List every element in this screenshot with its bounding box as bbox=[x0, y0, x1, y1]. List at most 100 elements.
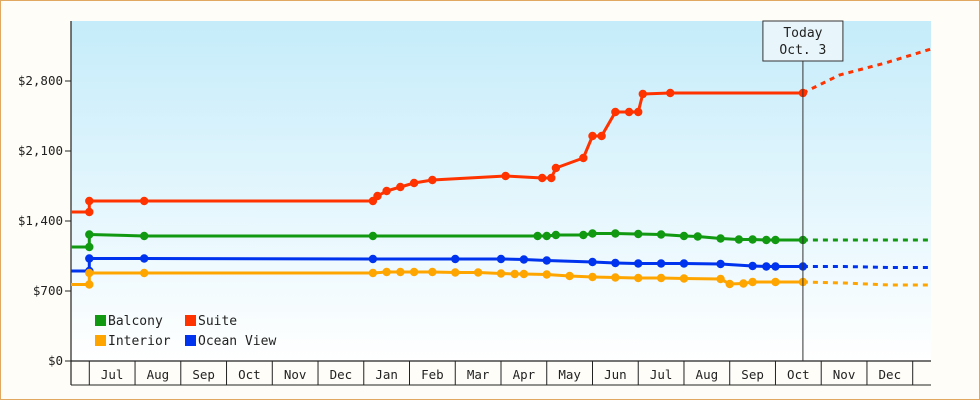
x-tick-label: Oct bbox=[787, 367, 810, 382]
data-point bbox=[588, 272, 597, 282]
data-point bbox=[85, 230, 94, 239]
legend-entry-suite: Suite bbox=[185, 314, 237, 329]
legend-entry-balcony: Balcony bbox=[95, 314, 163, 329]
data-point bbox=[85, 280, 94, 289]
series-projection-ocean-view bbox=[802, 265, 931, 269]
data-point bbox=[588, 229, 597, 238]
series-balcony bbox=[71, 229, 931, 252]
data-point bbox=[85, 207, 94, 217]
data-point bbox=[519, 255, 529, 264]
data-point bbox=[693, 232, 702, 241]
data-point bbox=[634, 229, 643, 239]
series-suite bbox=[71, 47, 932, 217]
data-point bbox=[666, 88, 675, 98]
legend-label: Suite bbox=[198, 314, 237, 329]
data-point bbox=[519, 269, 529, 279]
x-tick-label: Sep bbox=[741, 367, 764, 382]
x-tick-label: Aug bbox=[147, 367, 170, 382]
y-tick-label: $2,800 bbox=[18, 73, 63, 88]
data-point bbox=[771, 277, 780, 287]
x-tick-label: Jul bbox=[101, 367, 124, 382]
data-point bbox=[716, 274, 725, 284]
plot-area bbox=[71, 21, 931, 361]
data-point bbox=[409, 267, 419, 277]
data-point bbox=[551, 230, 561, 240]
data-point bbox=[725, 279, 734, 289]
data-point bbox=[771, 235, 780, 245]
data-point bbox=[739, 279, 748, 288]
data-point bbox=[638, 89, 648, 99]
data-point bbox=[656, 230, 666, 239]
today-label: Today bbox=[783, 26, 822, 41]
data-point bbox=[611, 229, 620, 238]
data-point bbox=[542, 270, 551, 279]
data-point bbox=[748, 261, 757, 271]
data-point bbox=[762, 262, 771, 271]
data-point bbox=[85, 268, 94, 278]
x-tick-label: Nov bbox=[284, 367, 307, 382]
data-point bbox=[368, 254, 378, 264]
data-point bbox=[634, 259, 643, 268]
x-tick-label: Dec bbox=[879, 367, 902, 382]
data-point bbox=[409, 178, 419, 188]
legend-swatch bbox=[95, 315, 106, 326]
data-point bbox=[382, 267, 391, 277]
x-tick-label: Aug bbox=[696, 367, 719, 382]
x-tick-label: May bbox=[558, 367, 581, 382]
data-point bbox=[679, 274, 689, 283]
data-point bbox=[85, 242, 94, 252]
x-tick-label: Nov bbox=[833, 367, 856, 382]
data-point bbox=[611, 107, 620, 117]
data-point bbox=[510, 269, 519, 279]
data-point bbox=[451, 254, 460, 264]
data-point bbox=[368, 231, 378, 241]
x-tick-label: Jan bbox=[375, 367, 398, 382]
data-point bbox=[496, 269, 506, 278]
x-tick-label: Sep bbox=[192, 367, 215, 382]
data-point bbox=[428, 267, 437, 277]
data-point bbox=[85, 254, 94, 263]
data-point bbox=[428, 175, 437, 185]
data-point bbox=[382, 186, 391, 196]
data-point bbox=[537, 173, 547, 183]
data-point bbox=[547, 173, 556, 183]
x-tick-label: Dec bbox=[330, 367, 353, 382]
data-point bbox=[716, 234, 725, 243]
legend-label: Interior bbox=[108, 334, 171, 349]
today-date: Oct. 3 bbox=[779, 43, 826, 58]
data-point bbox=[139, 196, 149, 206]
x-tick-label: Mar bbox=[467, 367, 490, 382]
data-point bbox=[748, 235, 757, 244]
y-tick-label: $2,100 bbox=[18, 143, 63, 158]
data-point bbox=[579, 153, 588, 163]
x-tick-label: Jun bbox=[604, 367, 627, 382]
data-point bbox=[139, 231, 149, 241]
data-point bbox=[588, 131, 597, 141]
data-point bbox=[396, 267, 405, 277]
data-point bbox=[473, 268, 483, 277]
legend-label: Ocean View bbox=[198, 334, 276, 349]
data-point bbox=[396, 182, 405, 192]
data-point bbox=[597, 131, 606, 141]
data-point bbox=[85, 196, 94, 206]
data-point bbox=[634, 273, 643, 283]
data-point bbox=[771, 262, 780, 271]
x-tick-label: Oct bbox=[238, 367, 261, 382]
data-point bbox=[551, 163, 561, 173]
data-point bbox=[611, 273, 620, 282]
data-point bbox=[565, 271, 574, 281]
series-projection-interior bbox=[802, 280, 931, 287]
data-point bbox=[533, 231, 542, 241]
data-point bbox=[679, 259, 689, 268]
data-point bbox=[139, 268, 149, 278]
data-point bbox=[373, 191, 382, 201]
data-point bbox=[451, 268, 460, 277]
data-point bbox=[588, 257, 597, 267]
data-point bbox=[579, 230, 588, 240]
today-box bbox=[762, 20, 844, 62]
series-projection-suite bbox=[802, 47, 932, 95]
data-point bbox=[748, 277, 757, 287]
legend-entry-interior: Interior bbox=[95, 334, 171, 349]
